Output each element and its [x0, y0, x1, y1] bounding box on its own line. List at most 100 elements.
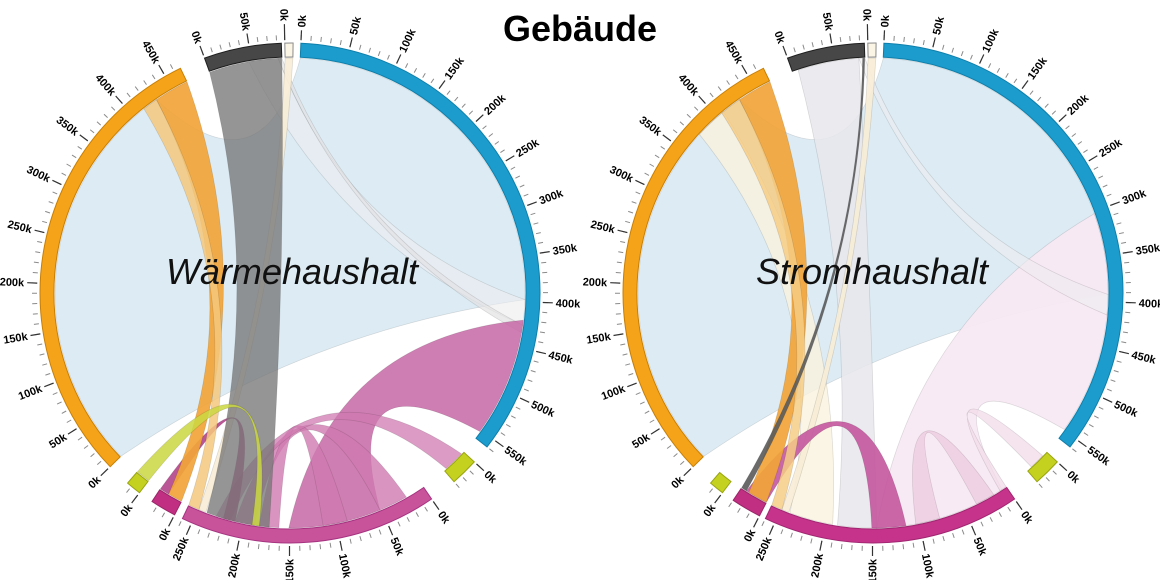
tick-label-blue-50k: 50k: [931, 15, 947, 37]
major-tick-magenta-a: [388, 525, 394, 536]
tick-label-blue-100k: 100k: [397, 27, 419, 55]
segment-blue: [299, 42, 541, 448]
tick-label-magenta-a-200k: 200k: [809, 552, 826, 579]
tick-label-magenta-a-150k: 150k: [867, 558, 879, 580]
tick-label-orange-450k: 450k: [722, 39, 745, 67]
chord-dark-to-blue: [858, 57, 1109, 316]
diagram-stromhaushalt: 0k 50k100k150k200k250k300k350k400k450k500…: [582, 9, 1160, 580]
diagram-title-waermehaushalt: Wärmehaushalt: [165, 251, 419, 292]
segment-magenta-a: [181, 486, 433, 544]
tick-label-dark-0k: 0k: [188, 30, 204, 46]
major-tick-blue: [1110, 201, 1120, 206]
tick-label-orange-450k: 450k: [139, 39, 162, 67]
tick-label-magenta-a-0k: 0k: [435, 509, 452, 527]
major-tick-blue: [1119, 350, 1130, 355]
major-tick-magenta-a: [971, 525, 977, 536]
major-tick-magenta-b: [753, 518, 759, 528]
segment-magenta-a: [764, 486, 1016, 544]
major-tick-magenta-b: [168, 517, 174, 527]
tick-label-magenta-b-0k: 0k: [157, 526, 174, 543]
tick-label-magenta-a-250k: 250k: [754, 535, 775, 563]
tick-label-magenta-b-0k: 0k: [742, 527, 759, 544]
tick-label-magenta-a-50k: 50k: [970, 536, 989, 558]
major-tick-blue: [539, 251, 550, 254]
major-tick-orange: [100, 468, 109, 477]
tick-label-blue-0k: 0k: [879, 14, 892, 28]
tick-label-orange-150k: 150k: [3, 331, 30, 347]
tick-label-blue-400k: 400k: [1139, 298, 1160, 311]
tick-label-blue-250k: 250k: [514, 136, 542, 159]
major-tick-blue: [519, 397, 530, 403]
tick-label-orange-0k: 0k: [86, 473, 104, 491]
major-tick-lime-b: [714, 494, 722, 504]
tick-label-orange-200k: 200k: [582, 276, 608, 289]
major-tick-lime-b: [131, 494, 139, 504]
major-tick-blue: [1102, 397, 1113, 403]
major-tick-blue: [1088, 155, 1098, 162]
tick-label-blue-400k: 400k: [556, 298, 582, 311]
segment-dark: [203, 42, 283, 72]
major-tick-lime-a: [476, 463, 485, 472]
tick-label-white-0k: 0k: [860, 9, 872, 22]
tick-label-blue-250k: 250k: [1097, 136, 1125, 159]
tick-label-orange-250k: 250k: [589, 219, 616, 237]
tick-label-blue-550k: 550k: [502, 444, 530, 469]
major-tick-orange: [698, 95, 706, 104]
tick-label-magenta-a-100k: 100k: [919, 553, 936, 580]
major-tick-blue: [932, 37, 936, 48]
major-tick-blue: [505, 155, 515, 162]
major-tick-magenta-a: [236, 540, 240, 551]
major-tick-magenta-a: [819, 540, 823, 551]
major-tick-dark: [829, 33, 833, 44]
tick-label-orange-50k: 50k: [630, 431, 653, 451]
major-tick-dark: [246, 33, 250, 44]
tick-label-blue-200k: 200k: [482, 92, 509, 118]
segment-white: [867, 42, 877, 58]
major-tick-blue: [1021, 80, 1029, 89]
major-tick-orange: [613, 333, 624, 337]
major-tick-magenta-a: [432, 501, 440, 511]
major-tick-blue: [300, 30, 303, 41]
chord-orange-to-magenta-a: [721, 99, 806, 511]
segment-magenta-b: [151, 489, 182, 516]
major-tick-blue: [349, 37, 353, 48]
tick-label-dark-0k: 0k: [771, 30, 787, 46]
chord-lime-b-to-magenta-a: [136, 403, 263, 527]
tick-label-blue-300k: 300k: [1121, 187, 1149, 207]
major-tick-blue: [396, 54, 402, 64]
tick-label-orange-350k: 350k: [637, 114, 664, 139]
tick-label-magenta-a-0k: 0k: [1018, 509, 1035, 527]
tick-label-blue-150k: 150k: [1026, 55, 1051, 83]
tick-label-orange-0k: 0k: [669, 473, 687, 491]
major-tick-orange: [650, 428, 660, 435]
tick-label-magenta-a-200k: 200k: [226, 552, 243, 579]
major-tick-orange: [683, 468, 692, 477]
tick-label-magenta-a-150k: 150k: [284, 558, 296, 580]
tick-label-dark-50k: 50k: [237, 12, 252, 33]
chord-magenta-a-to-magenta-a: [912, 430, 995, 525]
major-tick-orange: [44, 382, 54, 388]
chord-blue-to-magenta-a: [288, 319, 524, 529]
major-tick-orange: [741, 64, 748, 75]
segment-blue: [882, 42, 1124, 448]
tick-label-blue-0k: 0k: [296, 14, 309, 28]
chord-white-to-magenta-a: [781, 57, 877, 513]
tick-label-dark-50k: 50k: [820, 12, 835, 33]
chord-dark-to-blue: [277, 57, 524, 334]
tick-label-orange-300k: 300k: [25, 164, 53, 186]
tick-label-magenta-a-50k: 50k: [387, 536, 406, 558]
tick-label-orange-400k: 400k: [92, 72, 118, 99]
chord-dark-to-magenta-b: [741, 57, 866, 492]
page-title: Gebäude: [502, 8, 658, 49]
tick-label-blue-450k: 450k: [547, 349, 574, 367]
major-tick-magenta-a: [768, 525, 774, 535]
segment-magenta-b: [732, 488, 767, 517]
tick-label-blue-500k: 500k: [529, 399, 557, 420]
major-tick-magenta-a: [922, 540, 926, 551]
tick-label-magenta-a-250k: 250k: [171, 535, 192, 563]
tick-label-blue-200k: 200k: [1065, 92, 1092, 118]
tick-label-orange-350k: 350k: [54, 114, 81, 139]
major-tick-orange: [67, 428, 77, 435]
segment-lime-a: [444, 451, 476, 483]
